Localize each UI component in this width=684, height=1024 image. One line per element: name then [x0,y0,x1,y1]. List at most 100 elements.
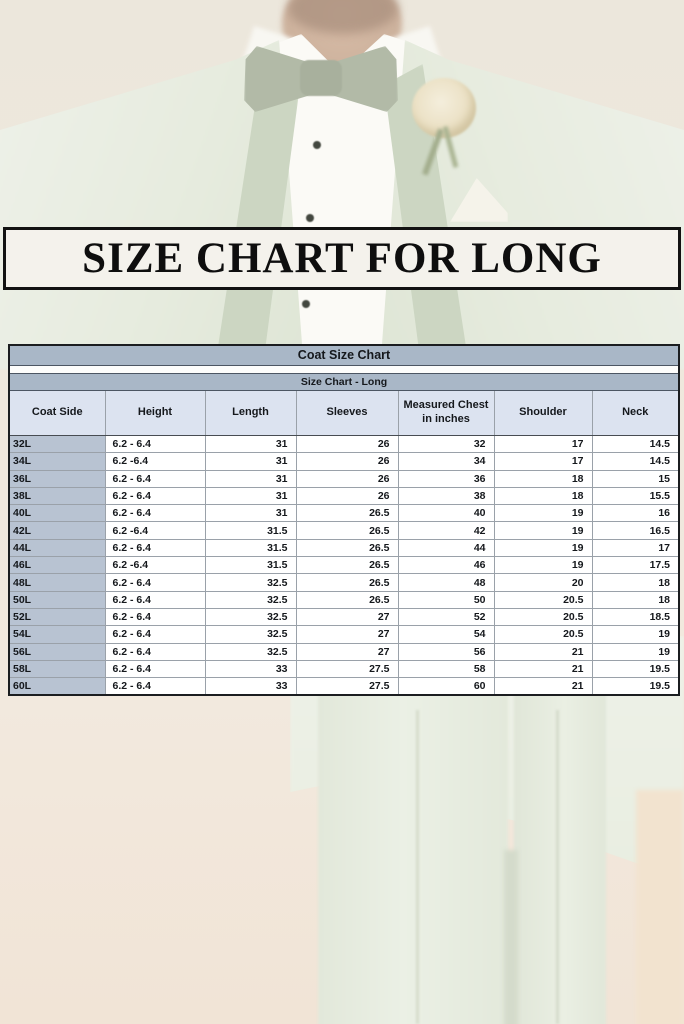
table-cell: 6.2 - 6.4 [104,434,206,454]
table-cell: 26 [295,486,399,506]
table-cell: 21 [493,677,593,695]
table-cell: 36 [397,469,495,488]
row-header-cell: 32L [10,434,106,454]
table-cell: 27.5 [295,659,399,679]
table-cell: 26.5 [295,538,399,558]
table-cell: 6.2 - 6.4 [104,538,206,558]
row-header-cell: 50L [10,590,106,609]
bow-tie-knot [300,60,342,96]
table-cell: 19 [493,521,593,540]
table-cell: 32.5 [204,573,297,592]
table-cell: 34 [397,452,495,471]
banner-title: SIZE CHART FOR LONG [82,235,602,282]
table-cell: 31 [204,434,297,454]
row-header-cell: 44L [10,538,106,558]
table-cell: 16 [591,504,678,523]
row-header-cell: 56L [10,642,106,661]
table-cell: 17.5 [591,556,678,575]
table-cell: 27 [295,607,399,627]
trouser-leg-right [514,660,606,1024]
table-cell: 6.2 - 6.4 [104,677,206,695]
table-cell: 6.2 - 6.4 [104,504,206,523]
table-cell: 31 [204,486,297,506]
table-row: 44L 6.2 - 6.4 31.5 26.5 44 19 17 [10,538,678,558]
table-cell: 52 [397,607,495,627]
table-title: Coat Size Chart [10,346,678,366]
table-cell: 31.5 [204,521,297,540]
table-cell: 19 [493,556,593,575]
trouser-crease-right [556,710,559,1024]
header-row: Coat Side Height Length Sleeves Measured Che… [10,391,678,436]
table-cell: 17 [493,434,593,454]
table-cell: 33 [204,677,297,695]
table-cell: 38 [397,486,495,506]
table-cell: 40 [397,504,495,523]
row-header-cell: 40L [10,504,106,523]
trouser-leg-left [318,660,508,1024]
table-row: 46L 6.2 -6.4 31.5 26.5 46 19 17.5 [10,556,678,575]
table-cell: 26.5 [295,556,399,575]
column-header: Length [204,391,297,436]
table-cell: 6.2 - 6.4 [104,573,206,592]
size-table: Coat Side Height Length Sleeves Measured Che… [10,391,678,695]
table-cell: 50 [397,590,495,609]
table-cell: 20.5 [493,607,593,627]
table-cell: 31 [204,469,297,488]
table-cell: 18 [493,486,593,506]
table-cell: 21 [493,642,593,661]
table-cell: 20 [493,573,593,592]
table-cell: 31.5 [204,556,297,575]
table-cell: 6.2 - 6.4 [104,469,206,488]
background-wall [636,790,684,1024]
trouser-crease-left [416,710,419,1024]
table-cell: 27.5 [295,677,399,695]
table-cell: 16.5 [591,521,678,540]
table-cell: 26.5 [295,590,399,609]
table-cell: 32.5 [204,642,297,661]
table-row: 56L 6.2 - 6.4 32.5 27 56 21 19 [10,642,678,661]
column-header: Neck [591,391,678,436]
table-row: 50L 6.2 - 6.4 32.5 26.5 50 20.5 18 [10,590,678,609]
row-header-cell: 54L [10,625,106,644]
table-cell: 20.5 [493,625,593,644]
row-header-cell: 46L [10,556,106,575]
table-cell: 6.2 - 6.4 [104,659,206,679]
table-row: 40L 6.2 - 6.4 31 26.5 40 19 16 [10,504,678,523]
table-row: 58L 6.2 - 6.4 33 27.5 58 21 19.5 [10,659,678,679]
table-cell: 6.2 - 6.4 [104,590,206,609]
table-cell: 46 [397,556,495,575]
table-cell: 31 [204,452,297,471]
table-cell: 6.2 - 6.4 [104,625,206,644]
table-cell: 42 [397,521,495,540]
table-cell: 18 [591,573,678,592]
table-title-gap [10,366,678,374]
table-cell: 56 [397,642,495,661]
table-cell: 18 [493,469,593,488]
row-header-cell: 34L [10,452,106,471]
table-cell: 6.2 - 6.4 [104,607,206,627]
table-cell: 19 [591,625,678,644]
table-cell: 17 [493,452,593,471]
table-cell: 15.5 [591,486,678,506]
table-cell: 18 [591,590,678,609]
table-cell: 27 [295,625,399,644]
table-cell: 32 [397,434,495,454]
table-cell: 19.5 [591,677,678,695]
banner: SIZE CHART FOR LONG [3,227,681,290]
table-subtitle: Size Chart - Long [10,374,678,391]
table-cell: 31.5 [204,538,297,558]
table-cell: 26 [295,434,399,454]
table-cell: 19 [493,538,593,558]
table-row: 42L 6.2 -6.4 31.5 26.5 42 19 16.5 [10,521,678,540]
table-cell: 20.5 [493,590,593,609]
table-cell: 6.2 -6.4 [104,452,206,471]
column-header: Sleeves [295,391,399,436]
table-cell: 14.5 [591,452,678,471]
table-row: 36L 6.2 - 6.4 31 26 36 18 15 [10,469,678,488]
table-cell: 32.5 [204,625,297,644]
table-cell: 26.5 [295,573,399,592]
size-chart-table: Coat Size Chart Size Chart - Long Coat S… [8,344,680,697]
table-cell: 26 [295,452,399,471]
table-cell: 58 [397,659,495,679]
table-cell: 18.5 [591,607,678,627]
